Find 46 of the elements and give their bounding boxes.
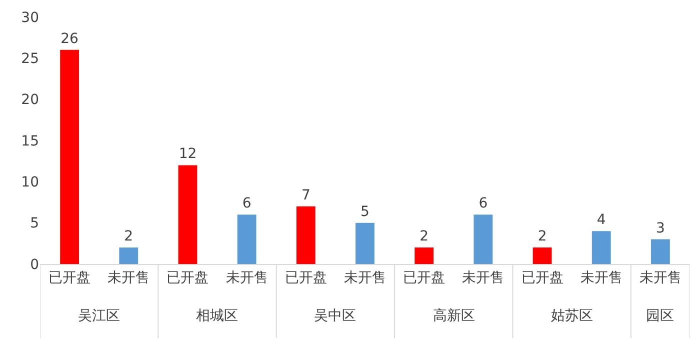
data-label: 7 — [301, 187, 310, 204]
bar — [296, 206, 316, 264]
text: 相城区 — [196, 308, 238, 324]
y-tick-label: 5 — [30, 216, 39, 232]
bar — [592, 231, 611, 264]
data-label: 2 — [124, 228, 134, 245]
data-label: 26 — [60, 30, 78, 47]
text: 园区 — [646, 308, 674, 324]
data-label: 2 — [538, 228, 547, 245]
x-tick-label: 已开盘 — [284, 270, 327, 286]
text: 高新区 — [433, 308, 475, 324]
bar — [60, 50, 79, 264]
data-label: 3 — [656, 220, 665, 236]
data-label: 12 — [178, 146, 197, 162]
text: 姑苏区 — [551, 308, 593, 324]
data-label: 2 — [420, 228, 429, 245]
y-tick-label: 20 — [21, 92, 39, 108]
x-tick-label: 未开售 — [344, 270, 386, 286]
y-tick-label: 25 — [21, 51, 39, 68]
y-tick-label: 15 — [21, 133, 39, 150]
bar — [474, 214, 493, 264]
x-tick-label: 未开售 — [226, 270, 268, 286]
data-label: 5 — [360, 204, 370, 220]
bar — [414, 248, 434, 264]
y-tick-label: 10 — [21, 174, 39, 191]
bar — [178, 165, 198, 264]
bar — [237, 214, 256, 264]
x-tick-label: 未开售 — [462, 270, 504, 286]
x-tick-label: 已开盘 — [403, 270, 446, 286]
x-tick-label: 已开盘 — [48, 270, 91, 286]
data-label: 4 — [596, 212, 606, 228]
x-tick-label: 已开盘 — [166, 270, 209, 286]
y-tick-label: 30 — [21, 10, 39, 26]
x-tick-label: 未开售 — [108, 270, 150, 286]
bar — [532, 248, 552, 264]
bar — [651, 239, 670, 264]
bar — [356, 222, 374, 264]
bar — [119, 248, 138, 264]
text: 吴江区 — [78, 308, 120, 324]
x-tick-label: 未开售 — [639, 270, 682, 286]
data-label: 6 — [242, 196, 252, 212]
text: 吴中区 — [314, 308, 356, 324]
data-label: 6 — [478, 196, 488, 212]
y-tick-label: 0 — [30, 256, 39, 273]
x-tick-label: 已开盘 — [521, 270, 564, 286]
x-tick-label: 未开售 — [580, 270, 622, 286]
